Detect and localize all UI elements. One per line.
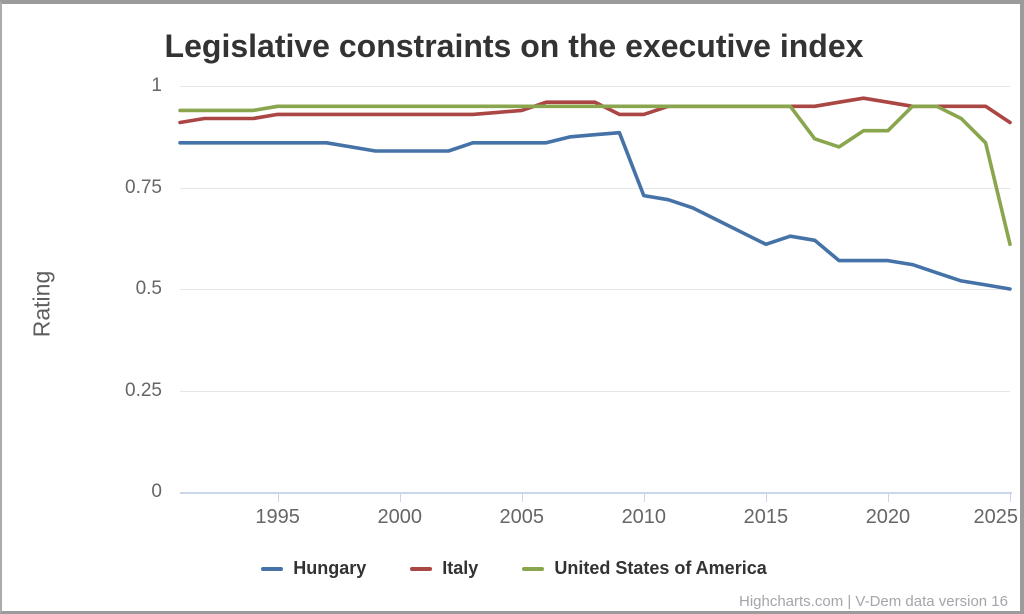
x-axis-tick-label: 2010 [621, 506, 667, 528]
legend-line-swatch-icon [261, 566, 284, 571]
x-axis-tick [399, 493, 401, 502]
y-axis-tick-label: 1 [151, 75, 162, 96]
x-axis-tick-label: 1995 [255, 506, 300, 528]
series-line-hungary[interactable] [178, 130, 1012, 291]
series-plot [178, 96, 1012, 291]
legend-label: Italy [442, 558, 479, 578]
x-axis-tick [887, 493, 889, 502]
x-axis-tick-label: 2000 [377, 506, 422, 528]
x-axis-tick-label: 2015 [743, 506, 789, 528]
legend-line-swatch-icon [522, 566, 545, 571]
y-axis-tick-label: 0.75 [125, 176, 162, 198]
x-axis-tick [277, 493, 279, 502]
legend: Hungary Italy United States of America [2, 558, 1020, 579]
x-axis-tick-label: 2020 [865, 506, 911, 528]
credits-link[interactable]: Highcharts.com | V-Dem data version 16 [738, 593, 1008, 610]
y-gridline [180, 390, 1010, 392]
legend-line-swatch-icon [410, 566, 433, 571]
legend-label: Hungary [293, 558, 367, 578]
series-line-italy[interactable] [178, 96, 1012, 125]
x-axis-tick [643, 493, 645, 502]
legend-item-italy[interactable]: Italy [410, 558, 478, 579]
x-axis-line [180, 492, 1012, 494]
y-axis-tick-label: 0 [151, 481, 162, 502]
y-gridline [180, 187, 1010, 189]
legend-item-united-states-of-america[interactable]: United States of America [522, 558, 767, 579]
legend-label: United States of America [554, 558, 767, 578]
x-axis-tick [765, 493, 767, 502]
y-axis-tick-label: 0.5 [135, 278, 162, 299]
x-axis-tick-label: 2005 [499, 506, 545, 528]
series-line-united-states-of-america[interactable] [178, 104, 1012, 247]
y-axis-tick-label: 0.25 [125, 379, 162, 401]
chart-title: Legislative constraints on the executive… [164, 28, 864, 64]
y-gridline [180, 289, 1010, 290]
x-axis-tick-label: 2025 [973, 506, 1019, 528]
x-axis-tick [1010, 493, 1011, 502]
legend-item-hungary[interactable]: Hungary [261, 558, 366, 579]
x-axis-tick [521, 493, 523, 502]
y-gridline [180, 86, 1010, 87]
